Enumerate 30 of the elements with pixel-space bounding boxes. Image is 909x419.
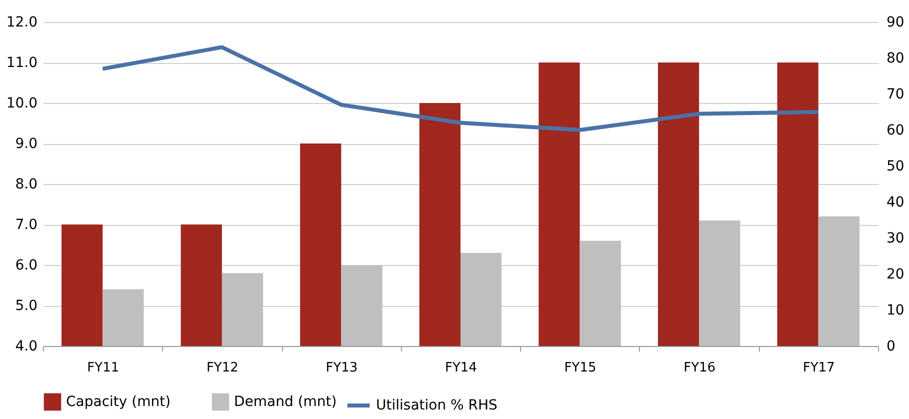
y2-tick-label: 80 <box>886 50 904 66</box>
y2-tick-label: 40 <box>886 194 904 210</box>
y-tick-label: 12.0 <box>6 14 38 30</box>
x-tick-label: FY11 <box>87 360 120 376</box>
x-tick-label: FY15 <box>564 360 596 376</box>
x-tick-label: FY12 <box>206 360 238 376</box>
y-tick-label: 8.0 <box>15 176 38 192</box>
y-tick-label: 11.0 <box>6 55 38 71</box>
y2-tick-label: 0 <box>886 338 896 354</box>
y-tick-label: 7.0 <box>15 217 38 233</box>
x-tick-label: FY13 <box>326 360 358 376</box>
x-tick-label: FY16 <box>684 360 716 376</box>
y2-tick-label: 50 <box>886 158 904 174</box>
line-series <box>100 45 820 132</box>
y-tick-label: 10.0 <box>6 96 38 112</box>
x-tick-label: FY17 <box>802 360 835 376</box>
y2-tick-label: 70 <box>886 86 904 102</box>
y-tick-label: 5.0 <box>15 298 38 314</box>
legend-label: Demand (mnt) <box>234 394 337 410</box>
y-tick-label: 9.0 <box>15 136 38 152</box>
y2-tick-label: 90 <box>886 14 904 30</box>
x-tick-label: FY14 <box>445 360 477 376</box>
y-tick-label: 4.0 <box>15 338 38 354</box>
legend-label: Capacity (mnt) <box>66 394 171 410</box>
y2-tick-label: 60 <box>886 122 904 138</box>
y2-tick-label: 30 <box>886 230 904 246</box>
y2-tick-label: 10 <box>886 302 904 318</box>
legend-label: Utilisation % RHS <box>376 398 498 414</box>
y-tick-label: 6.0 <box>15 258 38 274</box>
y2-tick-label: 20 <box>886 266 904 282</box>
